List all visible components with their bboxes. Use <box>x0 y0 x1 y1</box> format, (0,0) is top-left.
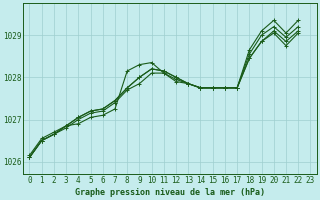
X-axis label: Graphe pression niveau de la mer (hPa): Graphe pression niveau de la mer (hPa) <box>75 188 265 197</box>
